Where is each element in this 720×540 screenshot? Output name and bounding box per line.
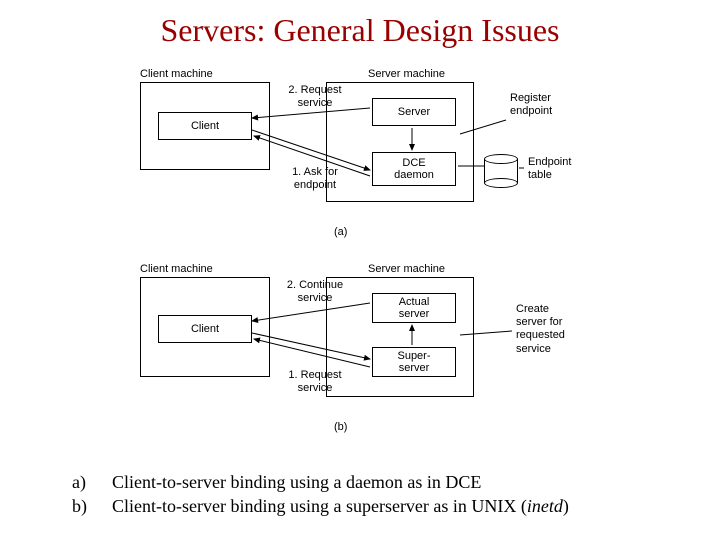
a-server-box-text: Server [398,106,430,118]
b-arrow1-label: 1. Request service [280,369,350,395]
a-endpoint-table-label: Endpoint table [528,156,588,182]
b-arrow2-label: 2. Continue service [280,279,350,305]
b-actual-server-box-text: Actual server [399,296,430,320]
b-client-box-text: Client [191,323,219,335]
caption-b-suffix: ) [563,496,569,516]
caption-b-italic: inetd [527,496,563,516]
caption-b-text: Client-to-server binding using a superse… [112,494,569,518]
diagram-area: Client Server DCE daemon Client machine … [110,68,610,448]
b-super-server-box: Super- server [372,347,456,377]
b-client-machine-label: Client machine [140,263,213,276]
a-server-box: Server [372,98,456,126]
caption-a: a) Client-to-server binding using a daem… [72,470,569,494]
b-actual-server-box: Actual server [372,293,456,323]
b-panel-label: (b) [334,421,347,433]
a-daemon-box-text: DCE daemon [394,157,434,181]
a-client-box: Client [158,112,252,140]
caption-list: a) Client-to-server binding using a daem… [72,470,569,519]
b-super-server-box-text: Super- server [397,350,430,374]
b-server-machine-label: Server machine [368,263,445,276]
a-arrow2-label: 2. Request service [280,84,350,110]
caption-a-marker: a) [72,470,112,494]
a-server-machine-label: Server machine [368,68,445,81]
caption-b: b) Client-to-server binding using a supe… [72,494,569,518]
a-panel-label: (a) [334,226,347,238]
b-client-box: Client [158,315,252,343]
endpoint-table-cylinder [484,154,518,188]
a-daemon-box: DCE daemon [372,152,456,186]
caption-a-text: Client-to-server binding using a daemon … [112,470,481,494]
b-create-label: Create server for requested service [516,303,596,356]
a-client-machine-label: Client machine [140,68,213,81]
page-title: Servers: General Design Issues [0,0,720,49]
caption-b-marker: b) [72,494,112,518]
a-arrow1-label: 1. Ask for endpoint [280,166,350,192]
caption-b-prefix: Client-to-server binding using a superse… [112,496,527,516]
a-register-label: Register endpoint [510,92,570,118]
a-client-box-text: Client [191,120,219,132]
